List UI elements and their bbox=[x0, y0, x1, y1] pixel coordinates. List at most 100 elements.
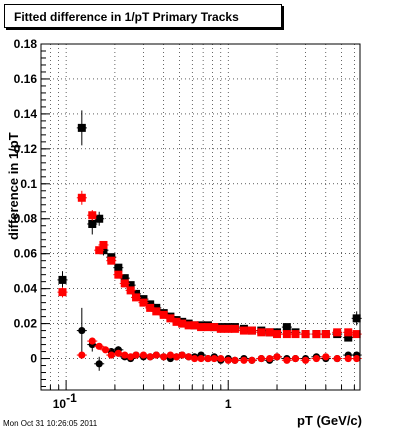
timestamp: Mon Oct 31 10:26:05 2011 bbox=[3, 419, 98, 428]
data-point-circle bbox=[95, 342, 103, 350]
data-point-circle bbox=[210, 354, 218, 363]
data-point-circle bbox=[197, 354, 205, 363]
y-tick-label: 0.08 bbox=[14, 212, 38, 226]
data-point-square bbox=[344, 333, 353, 342]
x-axis-label: pT (GeV/c) bbox=[296, 413, 362, 428]
data-point-circle bbox=[333, 354, 341, 363]
data-point-square bbox=[247, 326, 256, 335]
x-tick-label: 10 bbox=[53, 397, 67, 411]
x-tick-label: 1 bbox=[225, 397, 232, 411]
data-point-circle bbox=[78, 351, 86, 359]
data-point-square bbox=[126, 281, 135, 290]
data-point-square bbox=[132, 293, 141, 302]
chart-title-box: Fitted difference in 1/pT Primary Tracks bbox=[4, 4, 282, 28]
data-point-circle bbox=[248, 356, 256, 364]
data-point-circle bbox=[231, 356, 239, 364]
y-tick-label: 0.14 bbox=[14, 107, 38, 121]
data-point-circle bbox=[344, 354, 352, 363]
data-point-square bbox=[257, 328, 266, 337]
data-point-circle bbox=[88, 337, 96, 345]
data-point-square bbox=[99, 240, 108, 249]
data-point-square bbox=[58, 275, 67, 284]
data-point-square bbox=[88, 211, 97, 220]
data-point-square bbox=[216, 324, 225, 333]
chart-title: Fitted difference in 1/pT Primary Tracks bbox=[14, 10, 239, 24]
data-point-square bbox=[239, 326, 248, 335]
data-point-circle bbox=[283, 356, 291, 364]
data-point-square bbox=[291, 330, 300, 339]
data-point-square bbox=[77, 123, 86, 132]
data-point-square bbox=[230, 324, 239, 333]
data-point-square bbox=[159, 310, 168, 319]
data-point-circle bbox=[146, 353, 154, 361]
data-point-circle bbox=[266, 354, 274, 363]
data-point-circle bbox=[166, 351, 175, 359]
data-point-circle bbox=[178, 351, 186, 359]
data-point-circle bbox=[273, 353, 281, 361]
data-point-square bbox=[95, 246, 104, 255]
data-point-square bbox=[321, 330, 330, 339]
data-point-square bbox=[203, 323, 212, 332]
data-point-circle bbox=[322, 353, 330, 361]
data-point-square bbox=[224, 324, 233, 333]
data-point-circle bbox=[160, 353, 168, 361]
data-point-square bbox=[114, 263, 123, 272]
data-point-square bbox=[172, 317, 181, 326]
data-point-square bbox=[88, 219, 97, 228]
y-axis-label: difference in 1/pT bbox=[6, 132, 21, 240]
y-tick-label: 0.1 bbox=[20, 177, 37, 191]
data-point-circle bbox=[107, 351, 115, 359]
data-point-circle bbox=[291, 354, 300, 363]
data-point-square bbox=[265, 328, 274, 337]
data-point-square bbox=[197, 323, 206, 332]
data-point-square bbox=[95, 214, 104, 223]
data-point-square bbox=[184, 321, 193, 330]
data-point-square bbox=[120, 274, 129, 283]
data-point-circle bbox=[204, 354, 212, 363]
x-tick-label-exponent: -1 bbox=[66, 391, 77, 405]
data-point-circle bbox=[217, 354, 225, 363]
data-point-circle bbox=[152, 351, 160, 359]
data-point-circle bbox=[353, 354, 361, 363]
data-point-square bbox=[178, 319, 187, 328]
data-point-square bbox=[352, 314, 361, 323]
data-point-square bbox=[114, 270, 123, 279]
y-tick-label: 0.04 bbox=[14, 282, 38, 296]
data-point-square bbox=[210, 323, 219, 332]
data-point-square bbox=[139, 298, 148, 307]
data-point-square bbox=[352, 330, 361, 339]
y-tick-label: 0 bbox=[30, 352, 37, 366]
data-point-square bbox=[312, 330, 321, 339]
axes: 0 0.02 0.04 0.06 0.08 0.1 0.12 0.14 0.16 0.18 10 -1… bbox=[14, 37, 355, 411]
plot-frame bbox=[40, 43, 361, 391]
data-point-circle bbox=[301, 356, 310, 364]
data-point-square bbox=[146, 303, 155, 312]
data-point-circle bbox=[240, 356, 248, 364]
y-tick-label: 0.06 bbox=[14, 247, 38, 261]
data-point-square bbox=[166, 314, 175, 323]
y-tick-label: 0.12 bbox=[14, 142, 38, 156]
data-point-circle bbox=[190, 354, 199, 363]
data-point-square bbox=[107, 256, 116, 265]
data-point-circle bbox=[312, 354, 321, 363]
y-tick-label: 0.16 bbox=[14, 72, 38, 86]
data-point-square bbox=[282, 323, 291, 332]
data-point-circle bbox=[139, 351, 148, 359]
y-tick-label: 0.02 bbox=[14, 317, 38, 331]
data-point-square bbox=[282, 330, 291, 339]
data-point-square bbox=[58, 288, 67, 297]
y-tick-label: 0.18 bbox=[14, 37, 38, 51]
data-point-circle bbox=[257, 354, 265, 363]
data-point-square bbox=[152, 307, 161, 316]
data-point-square bbox=[344, 328, 353, 337]
data-point-square bbox=[120, 279, 129, 288]
data-point-square bbox=[333, 328, 342, 337]
data-point-circle bbox=[132, 351, 140, 359]
data-point-square bbox=[126, 286, 135, 295]
data-point-circle bbox=[78, 326, 86, 335]
data-point-circle bbox=[114, 349, 122, 357]
data-point-circle bbox=[95, 360, 103, 368]
data-point-square bbox=[273, 330, 282, 339]
data-points bbox=[57, 110, 362, 371]
